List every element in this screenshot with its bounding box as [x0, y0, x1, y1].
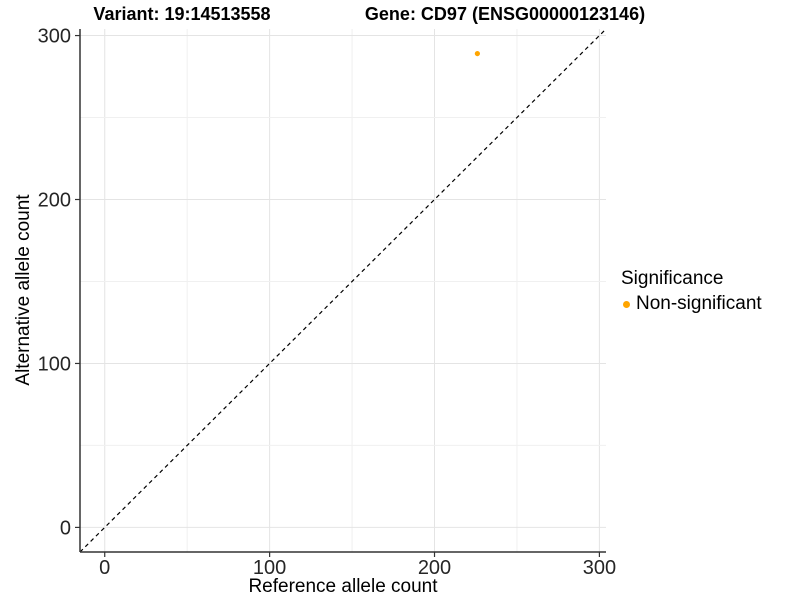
legend-item-label: Non-significant [636, 293, 762, 314]
x-tick-label: 300 [583, 557, 616, 579]
x-tick-label: 100 [253, 557, 286, 579]
x-tick-label: 200 [418, 557, 451, 579]
legend: Significance Non-significant [621, 268, 762, 315]
legend-point-icon [623, 300, 630, 308]
y-tick-label: 300 [38, 26, 71, 48]
y-tick-label: 0 [60, 517, 71, 539]
legend-title: Significance [621, 268, 724, 289]
identity-dashed-line [79, 28, 607, 553]
data-point [474, 50, 480, 57]
y-axis-title: Alternative allele count [13, 194, 34, 386]
plot-title-gene: Gene: CD97 (ENSG00000123146) [364, 4, 646, 24]
y-tick-label: 100 [38, 353, 71, 375]
x-axis-title: Reference allele count [248, 576, 438, 597]
y-tick-label: 200 [38, 190, 71, 212]
x-tick-label: 0 [99, 557, 110, 579]
legend-item: Non-significant [621, 293, 762, 315]
plot-title-variant: Variant: 19:14513558 [93, 4, 271, 24]
